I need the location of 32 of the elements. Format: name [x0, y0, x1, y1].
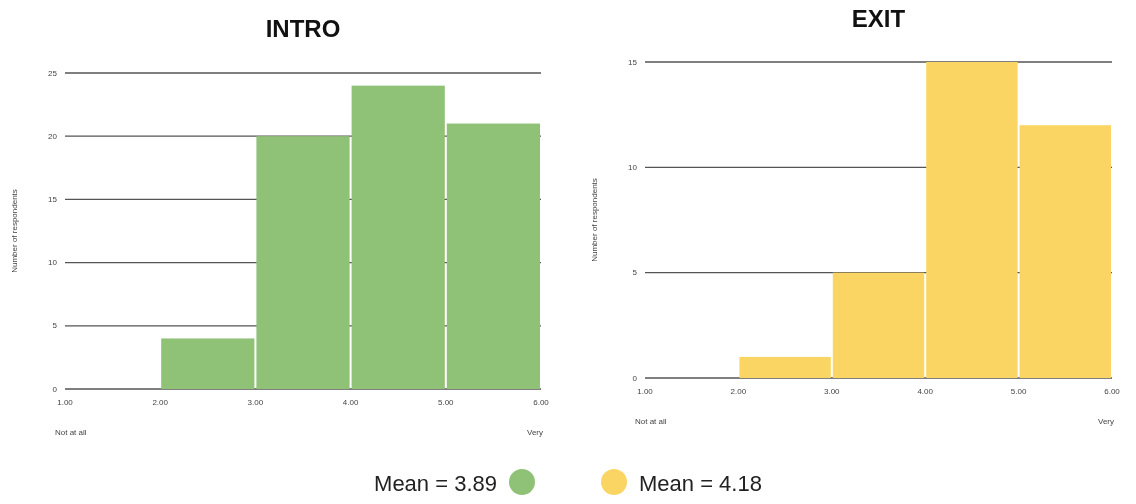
- text: Mean = 3.89: [374, 471, 497, 496]
- y-tick-label: 10: [48, 258, 58, 268]
- x-tick-label: 1.00: [57, 398, 74, 407]
- y-axis-title: Number of respondents: [590, 178, 599, 262]
- chart-title: EXIT: [851, 5, 906, 32]
- y-tick-label: 0: [632, 373, 638, 383]
- y-axis-title: Number of respondents: [10, 189, 19, 273]
- y-tick-label: 20: [48, 131, 58, 141]
- x-tick-label: 2.00: [730, 387, 747, 396]
- y-tick-label: 25: [48, 68, 58, 78]
- y-tick-label: 10: [628, 162, 638, 172]
- x-tick-label: 3.00: [247, 398, 264, 407]
- text: Not at all: [635, 417, 667, 426]
- x-tick-label: 1.00: [637, 387, 654, 396]
- x-tick-label: 3.00: [824, 387, 841, 396]
- text: Mean = 4.18: [639, 471, 762, 496]
- y-tick-label: 15: [628, 57, 638, 67]
- x-tick-label: 6.00: [1104, 387, 1121, 396]
- y-tick-label: 5: [52, 321, 58, 331]
- x-tick-label: 4.00: [342, 398, 359, 407]
- x-tick-label: 5.00: [438, 398, 455, 407]
- text: Very: [1097, 417, 1114, 426]
- x-tick-label: 2.00: [152, 398, 169, 407]
- chart-title: INTRO: [265, 15, 341, 42]
- y-tick-label: 5: [632, 268, 638, 278]
- x-tick-label: 5.00: [1010, 387, 1027, 396]
- text: Very: [526, 428, 543, 437]
- x-tick-label: 4.00: [917, 387, 934, 396]
- x-tick-label: 6.00: [533, 398, 550, 407]
- text: Not at all: [55, 428, 87, 437]
- y-tick-label: 15: [48, 194, 58, 204]
- y-tick-label: 0: [52, 384, 58, 394]
